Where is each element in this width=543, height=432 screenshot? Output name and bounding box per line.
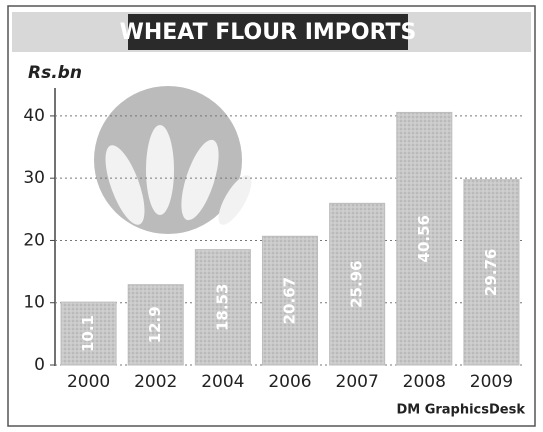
chart: WHEAT FLOUR IMPORTS Rs.bn DM GraphicsDes… [0, 0, 543, 432]
value-label: 12.9 [146, 306, 164, 343]
x-tick-label: 2008 [403, 372, 446, 392]
value-label: 25.96 [348, 260, 366, 307]
chart-title: WHEAT FLOUR IMPORTS [120, 20, 417, 45]
value-label: 20.67 [281, 277, 299, 324]
y-tick-label: 20 [23, 230, 45, 250]
x-tick-label: 2000 [67, 372, 110, 392]
x-tick-label: 2002 [134, 372, 177, 392]
x-tick-label: 2009 [470, 372, 513, 392]
x-tick-label: 2004 [201, 372, 244, 392]
source: DM GraphicsDesk [396, 403, 525, 418]
value-label: 40.56 [415, 215, 433, 262]
value-label: 10.1 [79, 315, 97, 352]
y-tick-label: 0 [34, 355, 45, 375]
value-label: 18.53 [213, 284, 231, 331]
y-tick-label: 30 [23, 168, 45, 188]
y-tick-label: 40 [23, 106, 45, 126]
y-tick-label: 10 [23, 293, 45, 313]
y-axis-label: Rs.bn [28, 63, 82, 83]
value-label: 29.76 [482, 249, 500, 296]
x-tick-label: 2006 [268, 372, 311, 392]
x-tick-label: 2007 [336, 372, 379, 392]
